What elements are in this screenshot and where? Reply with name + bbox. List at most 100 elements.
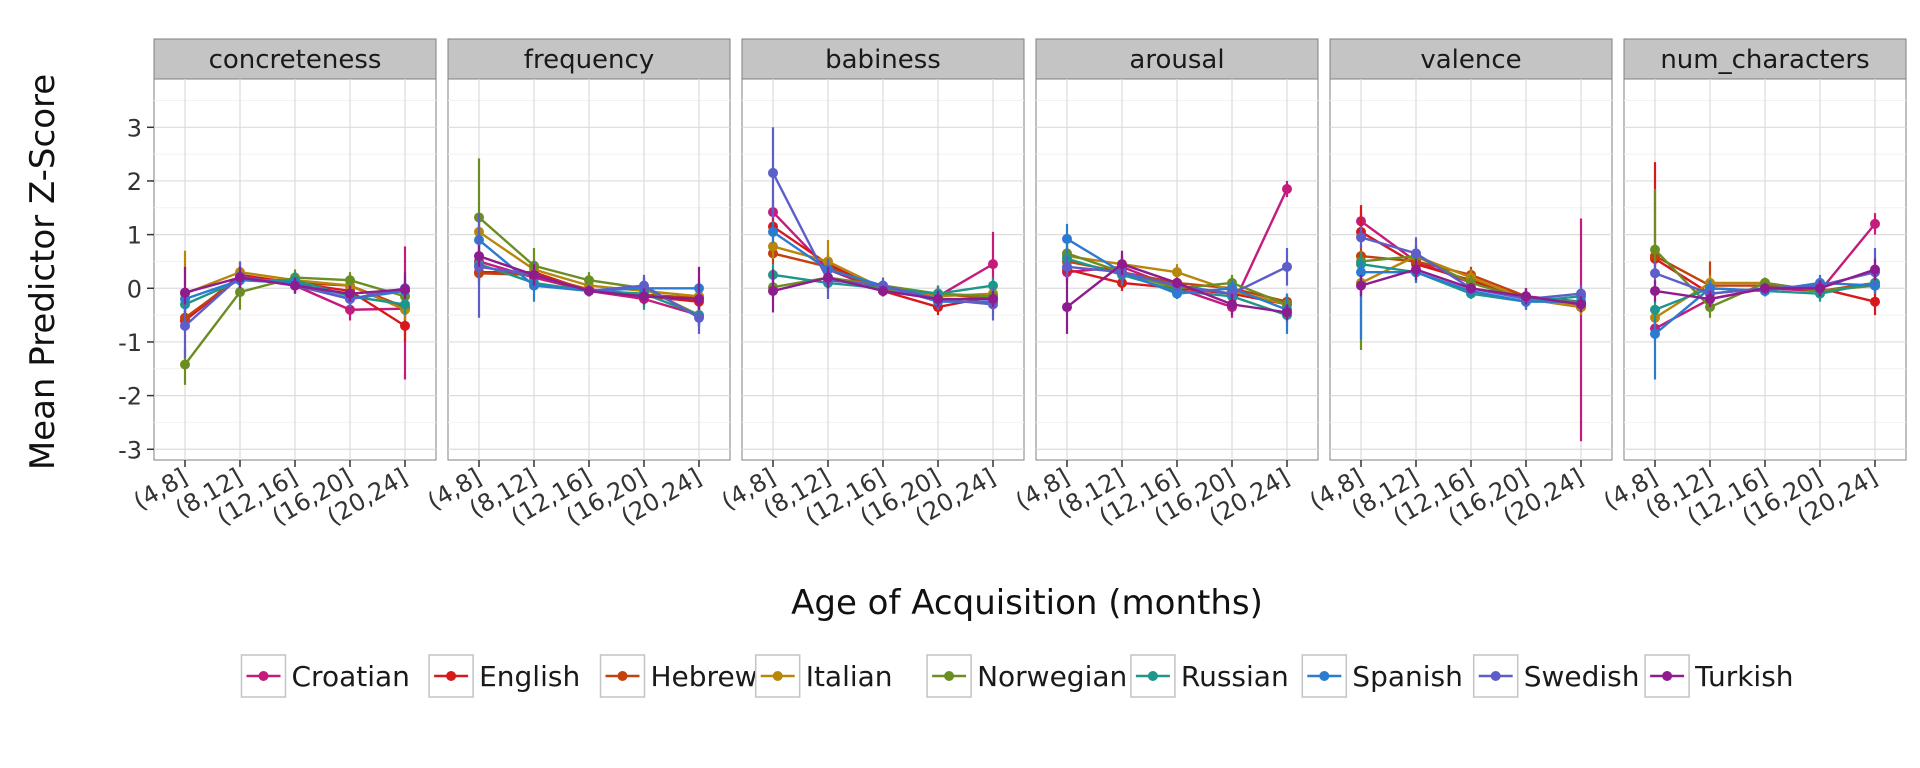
legend-item-spanish: Spanish bbox=[1301, 654, 1463, 698]
data-point bbox=[1062, 233, 1072, 244]
y-tick-label: 1 bbox=[127, 222, 142, 250]
series-turkish bbox=[1356, 258, 1586, 313]
legend-point bbox=[446, 671, 457, 681]
data-point bbox=[180, 287, 190, 298]
legend-label: Croatian bbox=[292, 660, 410, 693]
data-point bbox=[345, 288, 355, 299]
facet-strip bbox=[1035, 38, 1319, 80]
series-turkish bbox=[1650, 258, 1880, 308]
legend-item-russian: Russian bbox=[1130, 654, 1289, 698]
data-point bbox=[400, 320, 410, 331]
data-point bbox=[474, 251, 484, 262]
facet-title: num_characters bbox=[1660, 45, 1869, 75]
legend-point bbox=[258, 671, 269, 681]
y-tick-label: -3 bbox=[118, 436, 142, 464]
data-point bbox=[1576, 299, 1586, 310]
data-point bbox=[1760, 283, 1770, 294]
data-point bbox=[1282, 307, 1292, 318]
data-point bbox=[639, 280, 649, 291]
data-point bbox=[1172, 267, 1182, 278]
facet-title: concreteness bbox=[209, 45, 382, 75]
legend-item-italian: Italian bbox=[754, 654, 893, 698]
x-axis-title: Age of Acquisition (months) bbox=[791, 583, 1263, 623]
legend-label: Swedish bbox=[1524, 660, 1640, 693]
data-point bbox=[345, 304, 355, 315]
legend-point bbox=[772, 671, 783, 681]
data-point bbox=[1815, 283, 1825, 294]
legend-point bbox=[1490, 671, 1501, 681]
legend-label: Spanish bbox=[1352, 660, 1463, 693]
legend-item-croatian: Croatian bbox=[240, 654, 410, 698]
data-point bbox=[768, 167, 778, 178]
data-point bbox=[1650, 328, 1660, 339]
legend-item-turkish: Turkish bbox=[1644, 654, 1794, 698]
y-tick-label: -1 bbox=[118, 329, 142, 357]
y-axis-title: Mean Predictor Z-Score bbox=[23, 74, 63, 470]
facet-strip bbox=[741, 38, 1025, 80]
data-point bbox=[290, 280, 300, 291]
data-point bbox=[1411, 264, 1421, 275]
y-tick-label: 3 bbox=[127, 114, 142, 142]
data-point bbox=[933, 294, 943, 305]
legend-label: English bbox=[479, 660, 580, 693]
data-point bbox=[235, 287, 245, 298]
y-tick-label: 0 bbox=[127, 275, 142, 303]
data-point bbox=[878, 285, 888, 296]
legend-point bbox=[1319, 671, 1330, 681]
panel-valence: valence(4,8](8,12](12,16](16,20](20,24] bbox=[1305, 38, 1613, 531]
data-point bbox=[694, 294, 704, 305]
data-point bbox=[235, 272, 245, 283]
legend-item-english: English bbox=[428, 654, 580, 698]
data-point bbox=[988, 280, 998, 291]
facet-strip bbox=[447, 38, 731, 80]
facet-title: arousal bbox=[1129, 45, 1224, 75]
data-point bbox=[768, 285, 778, 296]
legend-label: Norwegian bbox=[977, 660, 1127, 693]
data-point bbox=[1062, 261, 1072, 272]
data-point bbox=[1282, 184, 1292, 195]
facet-title: valence bbox=[1420, 45, 1521, 75]
series-turkish bbox=[474, 245, 704, 310]
legend-point bbox=[1662, 671, 1673, 681]
data-point bbox=[1650, 268, 1660, 279]
data-point bbox=[400, 284, 410, 295]
facet-strip bbox=[1623, 38, 1907, 80]
facet-panels: concreteness(4,8](8,12](12,16](16,20](20… bbox=[129, 38, 1907, 531]
legend-item-hebrew: Hebrew bbox=[599, 654, 758, 698]
data-point bbox=[639, 291, 649, 302]
series-turkish bbox=[768, 266, 998, 313]
panel-concreteness: concreteness(4,8](8,12](12,16](16,20](20… bbox=[129, 38, 437, 531]
data-point bbox=[988, 294, 998, 305]
data-point bbox=[988, 259, 998, 270]
data-point bbox=[1062, 302, 1072, 313]
legend-point bbox=[944, 671, 955, 681]
data-point bbox=[180, 359, 190, 370]
data-point bbox=[584, 275, 594, 286]
data-point bbox=[1172, 288, 1182, 299]
legend-point bbox=[1147, 671, 1158, 681]
y-tick-label: -2 bbox=[118, 383, 142, 411]
data-point bbox=[180, 320, 190, 331]
data-point bbox=[1650, 285, 1660, 296]
legend-label: Italian bbox=[806, 660, 893, 693]
data-point bbox=[1117, 259, 1127, 270]
facet-strip bbox=[153, 38, 437, 80]
data-point bbox=[1466, 283, 1476, 294]
legend-point bbox=[617, 671, 628, 681]
y-tick-label: 2 bbox=[127, 168, 142, 196]
data-point bbox=[1411, 248, 1421, 259]
data-point bbox=[1576, 288, 1586, 299]
legend: Croatian English Hebrew Italian Norwegian Rus… bbox=[240, 654, 1794, 698]
panel-arousal: arousal(4,8](8,12](12,16](16,20](20,24] bbox=[1011, 38, 1319, 531]
data-point bbox=[1172, 277, 1182, 288]
data-point bbox=[1870, 264, 1880, 275]
data-point bbox=[694, 312, 704, 323]
data-point bbox=[1356, 280, 1366, 291]
data-point bbox=[768, 226, 778, 237]
facet-title: frequency bbox=[524, 45, 654, 75]
data-point bbox=[345, 275, 355, 286]
data-point bbox=[1521, 291, 1531, 302]
series-turkish bbox=[1062, 250, 1292, 334]
data-point bbox=[823, 272, 833, 283]
